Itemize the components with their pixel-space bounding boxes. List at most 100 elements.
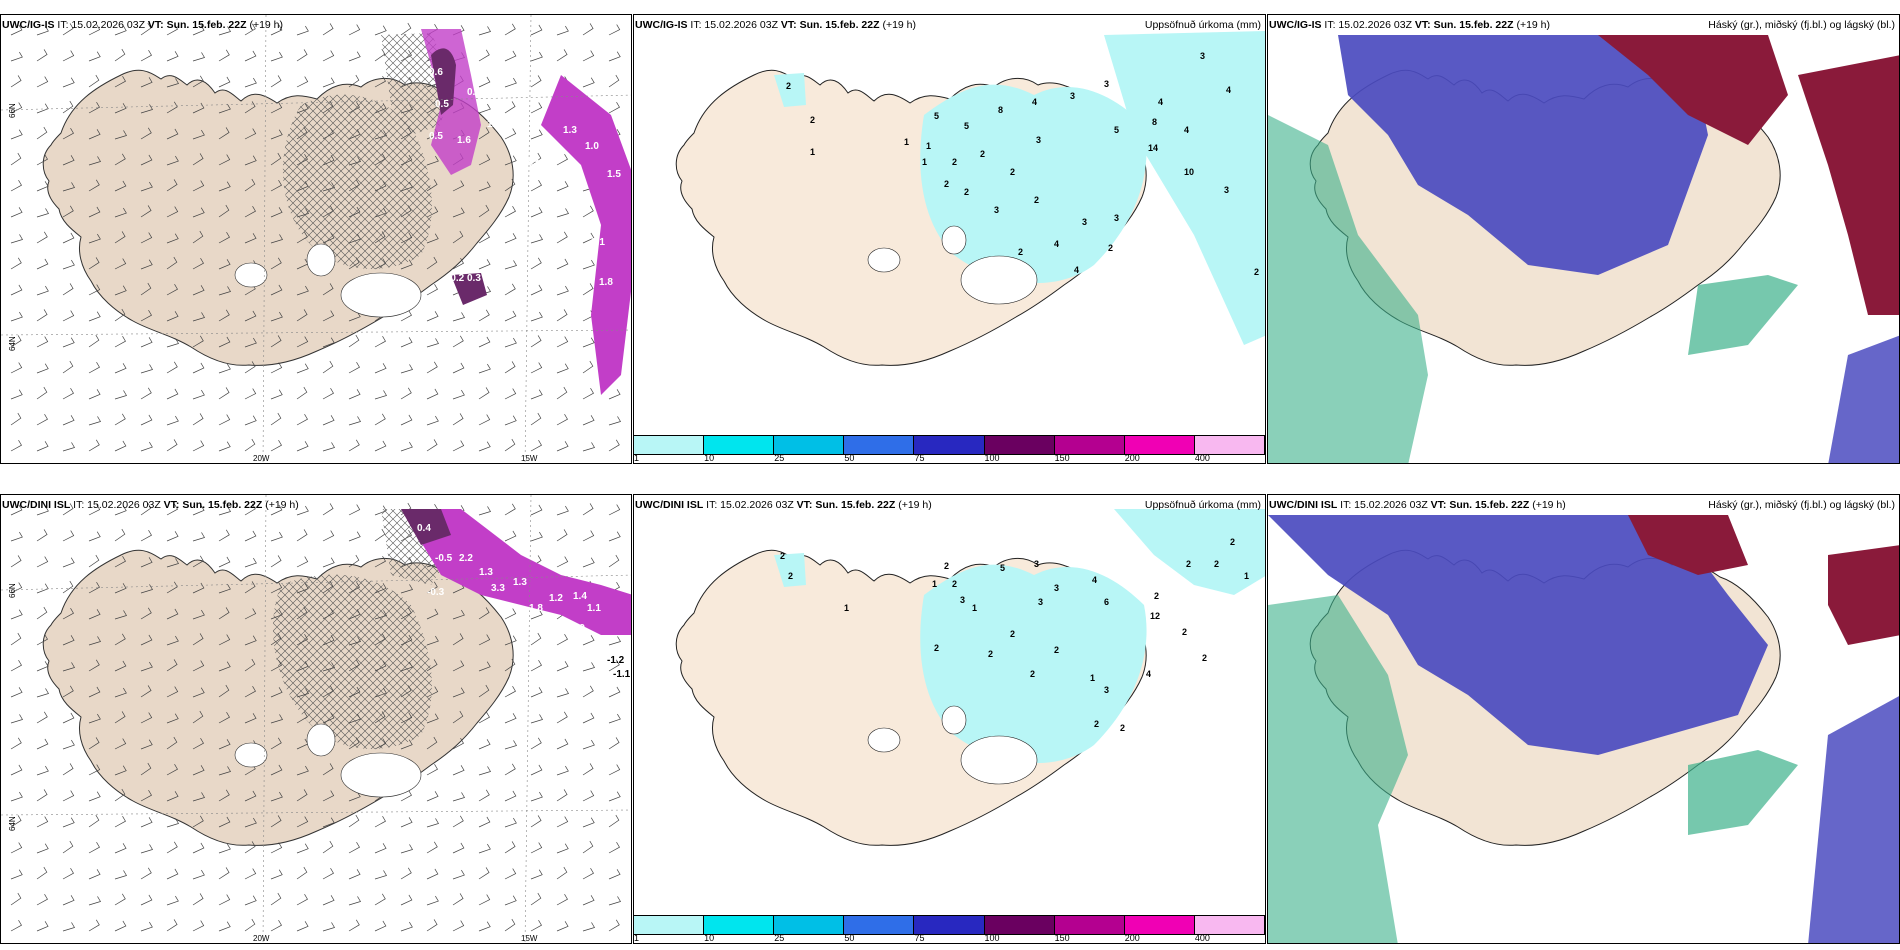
wind-barb (88, 179, 100, 192)
wind-barb (426, 361, 438, 374)
wind-barb (36, 363, 49, 374)
wind-barb (400, 867, 412, 880)
wind-barb (426, 415, 439, 426)
wind-barb (140, 817, 153, 828)
wind-barb (504, 713, 517, 724)
svg-text:3: 3 (1054, 583, 1059, 593)
wind-barb (556, 258, 569, 270)
wind-barb (36, 556, 49, 568)
svg-text:1.9: 1.9 (487, 119, 501, 130)
wind-barb (36, 843, 49, 854)
wind-barb (114, 308, 126, 322)
wind-barb (400, 22, 412, 36)
wind-barb (140, 894, 153, 906)
wind-barb (218, 583, 231, 594)
wind-barb (530, 24, 543, 36)
wind-barb (88, 896, 102, 906)
wind-barb (244, 658, 256, 672)
wind-barb (270, 737, 282, 750)
wind-barb (270, 815, 282, 828)
wind-barb (140, 205, 152, 218)
hatched-area (282, 94, 432, 269)
wind-barb (10, 412, 22, 426)
legend-swatch (704, 436, 775, 454)
wind-barb (62, 922, 76, 932)
wind-barb (218, 414, 231, 426)
wind-barb (140, 844, 154, 854)
wind-barb (192, 869, 205, 880)
wind-barb (218, 127, 230, 140)
wind-barb (36, 634, 48, 646)
svg-text:3: 3 (1104, 685, 1109, 695)
wind-barb (88, 334, 100, 348)
mid-cloud-se (1828, 335, 1899, 463)
wind-barb (36, 76, 49, 88)
wind-barb (166, 504, 178, 516)
wind-barb (348, 389, 361, 400)
wind-barb (504, 438, 516, 452)
panel-title: UWC/DINI ISL IT: 15.02.2026 03Z VT: Sun.… (2, 499, 299, 511)
svg-text:1.4: 1.4 (573, 591, 587, 602)
svg-text:2: 2 (788, 571, 793, 581)
wind-barb (452, 362, 465, 374)
wind-barb (244, 557, 257, 568)
wind-barb (426, 791, 439, 802)
panel-label: Háský (gr.), miðský (fj.bl.) og lágský (… (1708, 19, 1895, 31)
wind-barb (244, 388, 257, 400)
wind-barb (296, 711, 308, 724)
wind-barb (218, 529, 230, 542)
wind-barb (62, 662, 76, 672)
wind-barb (10, 582, 23, 594)
legend-swatch (634, 436, 705, 454)
wind-barb (270, 207, 283, 218)
legend-swatch (844, 436, 915, 454)
svg-text:2: 2 (980, 149, 985, 159)
wind-barb (166, 558, 180, 568)
wind-barb (504, 918, 516, 932)
wind-barb (218, 661, 231, 672)
wind-barb (478, 103, 491, 114)
precip-dark (431, 48, 456, 115)
wind-barb (192, 362, 205, 374)
wind-barb (88, 582, 100, 594)
wind-barb (140, 441, 153, 452)
wind-barb (400, 790, 412, 802)
precip-legend-bar (634, 915, 1265, 935)
svg-text:66N: 66N (8, 103, 17, 118)
wind-barb (192, 230, 204, 244)
wind-barb (374, 25, 387, 36)
wind-barb (62, 790, 75, 802)
wind-barb (582, 283, 594, 296)
svg-text:4: 4 (1074, 265, 1079, 275)
wind-barb (608, 896, 622, 906)
wind-barb (270, 257, 282, 270)
svg-text:3: 3 (1114, 213, 1119, 223)
wind-barb (556, 661, 569, 672)
wind-barb (478, 181, 491, 192)
wind-barb (36, 505, 49, 516)
wind-barb (88, 129, 101, 140)
wind-barb (530, 180, 542, 192)
wind-barb (270, 582, 283, 594)
wind-barb (426, 256, 438, 270)
wind-barb (452, 765, 465, 776)
wind-barb (10, 504, 23, 516)
wind-barb (114, 505, 127, 516)
wind-barb (478, 921, 491, 932)
svg-text:2: 2 (934, 643, 939, 653)
wind-barb (244, 50, 257, 62)
wind-barb (608, 686, 621, 698)
wind-barb (166, 256, 178, 270)
wind-barb (88, 206, 101, 218)
wind-barb (192, 609, 205, 620)
wind-barb (426, 686, 439, 698)
wind-barb (426, 736, 438, 750)
wind-barb (62, 817, 75, 828)
wind-barb (296, 414, 308, 426)
wind-barb (88, 814, 100, 828)
wind-barb (166, 78, 180, 88)
svg-text:3: 3 (1082, 217, 1087, 227)
wind-barb (582, 259, 595, 270)
wind-barb (322, 868, 334, 880)
wind-barb (556, 208, 570, 218)
